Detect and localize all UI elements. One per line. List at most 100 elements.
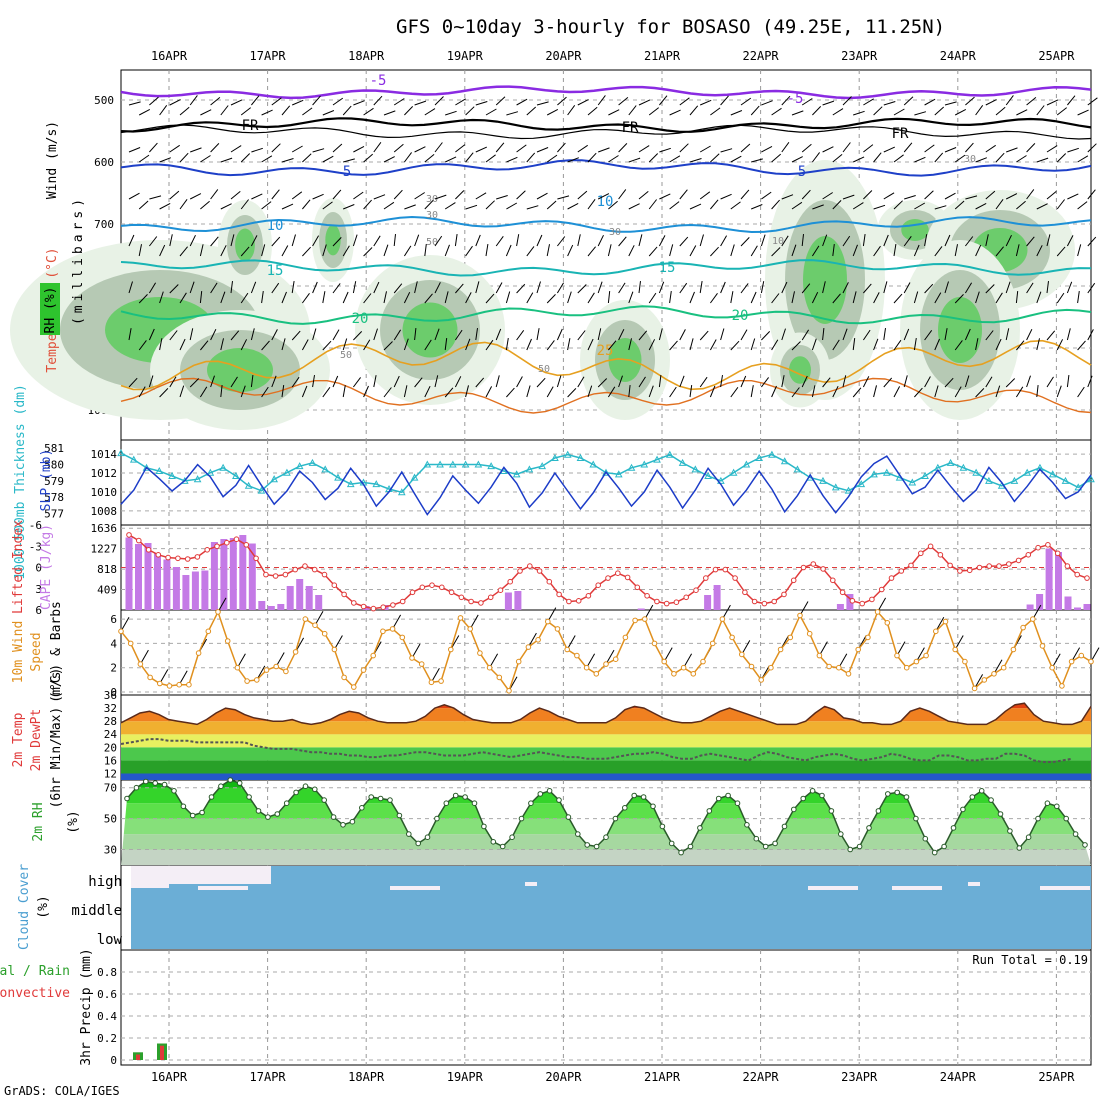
wind-barb [995, 152, 1005, 163]
wind10-marker [923, 652, 929, 659]
rh2m-marker [556, 797, 562, 803]
thickness-axis-label: 1000-500mb Thickness (dm) [13, 384, 28, 580]
wind-barb [628, 105, 637, 116]
wind-barb [985, 190, 996, 200]
wind-barb [924, 98, 936, 106]
thickness-marker [831, 483, 840, 491]
wind-barb [261, 109, 273, 116]
lifted-marker [1054, 550, 1061, 557]
wind-barb [291, 191, 303, 200]
isotherm-10 [120, 215, 1092, 234]
wind-barb [546, 294, 556, 304]
contour-label: 50 [538, 364, 550, 375]
wind-barb [536, 377, 546, 388]
wind-barb [771, 385, 777, 398]
wind10-marker [244, 678, 250, 684]
rh2m-marker [565, 814, 572, 820]
wind-barb [179, 246, 188, 257]
wind-barb [608, 340, 617, 351]
date-label-top: 19APR [447, 49, 484, 63]
wind-barb [842, 282, 849, 294]
wind-barb [1026, 143, 1036, 153]
wind-barb [628, 245, 635, 257]
rh2m-marker [697, 825, 703, 831]
wind-barb [128, 147, 141, 153]
wind-barb [811, 385, 816, 398]
wind-barb [332, 283, 341, 294]
wind-barb [148, 328, 155, 341]
contour-label: 50 [340, 350, 352, 361]
lifted-marker [663, 600, 670, 607]
wind10-marker [370, 652, 377, 659]
wind10-marker [195, 650, 202, 656]
wind-barb [210, 236, 219, 247]
wind-barb [189, 95, 198, 106]
wind-barb [628, 157, 641, 163]
wind-barb [179, 152, 189, 163]
temp-tick: 20 [104, 741, 117, 754]
wind-barb [689, 291, 695, 304]
wind-barb [495, 236, 504, 247]
wind-barb [240, 107, 252, 116]
wind-barb [700, 99, 712, 106]
rh-tick: 70 [104, 782, 117, 795]
wind-barb [1026, 97, 1037, 106]
lifted-marker [732, 575, 738, 581]
rh2m-marker [1016, 845, 1023, 851]
rh2m-marker [255, 808, 262, 814]
wind-barb [546, 340, 555, 351]
wind-barb [832, 339, 840, 351]
rh2m-marker [189, 812, 196, 819]
cloud-gap [808, 886, 858, 890]
cape-bar [704, 595, 712, 610]
wind-barb [893, 200, 903, 210]
wind-barb [730, 340, 740, 351]
wind-barb [455, 190, 465, 200]
wind-barb [1077, 244, 1082, 257]
contour-label: 25 [597, 343, 614, 359]
wind-barb [179, 292, 187, 304]
wind-barb [546, 108, 559, 116]
lifted-marker [282, 571, 289, 578]
wind-barb [954, 386, 962, 398]
slp-tick: 1012 [91, 467, 118, 480]
wind-barb [913, 291, 919, 304]
wind-barb [669, 386, 677, 398]
lifted-marker [937, 552, 944, 558]
slp-axis-label: SLP (mb) [39, 449, 54, 512]
wind-barb [556, 375, 562, 388]
rh2m-marker [133, 784, 140, 791]
wind-barb [812, 204, 824, 210]
wind-barb [240, 199, 249, 210]
wind-barb [852, 387, 862, 398]
date-label-top: 22APR [743, 49, 780, 63]
wind-barb [424, 385, 431, 398]
wind10-marker [535, 637, 541, 643]
rh2m-marker [819, 792, 825, 799]
wind-barb [567, 338, 571, 351]
rh2m-marker [152, 780, 158, 786]
dewpt2m-line [120, 738, 1073, 763]
wind-barb [577, 330, 586, 341]
thickness-marker [397, 488, 406, 496]
wind-barb [526, 385, 531, 398]
wind-barb [414, 100, 427, 106]
contour-label: 20 [732, 308, 749, 324]
wind-barb [771, 293, 780, 304]
thickness-marker [882, 468, 891, 476]
thickness-marker [295, 462, 304, 470]
rh2m-marker [950, 825, 957, 831]
rh-shade-high [789, 356, 811, 384]
wind-barb [822, 281, 826, 294]
wind-barb [190, 147, 202, 153]
thickness-marker [551, 453, 559, 461]
cape-bar [172, 567, 180, 610]
wind-barb [1046, 191, 1057, 200]
temp-band [121, 760, 1091, 774]
wind-barb [873, 338, 879, 351]
wind-barb [485, 339, 494, 351]
wind-barb [526, 205, 539, 210]
wind-barb [812, 152, 820, 163]
wind-barb [465, 152, 474, 163]
wind-barb [1015, 244, 1020, 257]
